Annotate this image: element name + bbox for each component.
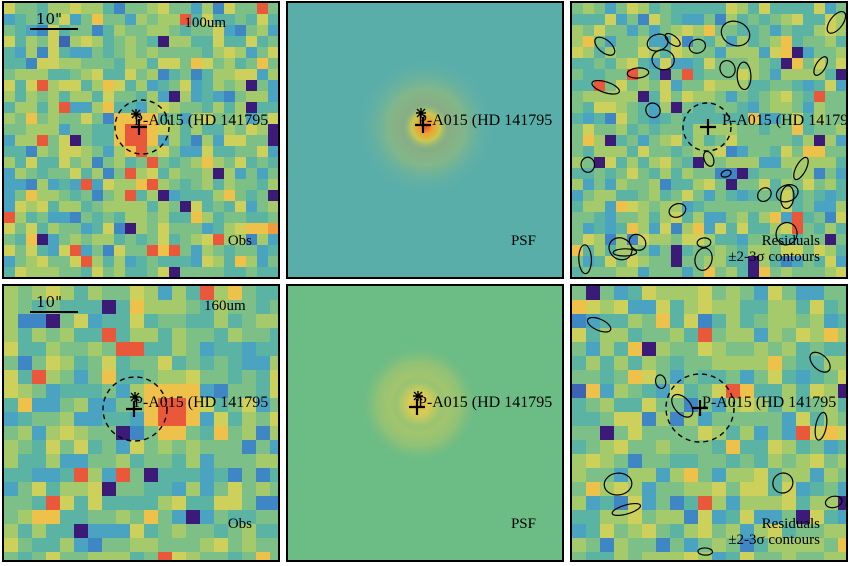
psf-160um-panel: P-A015 (HD 141795 PSF <box>286 284 564 562</box>
contours-label: ±2-3σ contours <box>728 249 820 265</box>
source-label: P-A015 (HD 141795 <box>702 394 837 411</box>
residuals-label: Residuals <box>761 233 820 249</box>
obs-label: Obs <box>227 233 252 249</box>
residuals-label: Residuals <box>761 516 820 532</box>
obs-100um-image <box>4 3 278 277</box>
psf-label: PSF <box>510 516 536 532</box>
source-label: P-A015 (HD 141795 <box>134 112 269 129</box>
residual-100um-panel: P-A015 (HD 141795 Residuals ±2-3σ contou… <box>570 1 848 279</box>
obs-160um-image <box>4 286 278 560</box>
scale-bar: 10" <box>30 293 78 313</box>
scale-bar: 10" <box>30 10 78 30</box>
source-label: P-A015 (HD 141795 <box>134 394 269 411</box>
psf-160um-image <box>288 286 562 560</box>
band-label: 100um <box>184 15 226 31</box>
source-label: P-A015 (HD 141795 <box>418 394 553 411</box>
contours-label: ±2-3σ contours <box>728 532 820 548</box>
scale-bar-label: 10" <box>36 10 62 28</box>
scale-bar-label: 10" <box>36 293 62 311</box>
psf-100um-panel: P-A015 (HD 141795 PSF <box>286 1 564 279</box>
obs-100um-panel: 10" 100um P-A015 (HD 141795 Obs <box>2 1 280 279</box>
psf-label: PSF <box>510 233 536 249</box>
band-label: 160um <box>204 298 246 314</box>
obs-160um-panel: 10" 160um P-A015 (HD 141795 Obs <box>2 284 280 562</box>
source-label: P-A015 (HD 141795 <box>418 112 553 129</box>
residual-160um-panel: P-A015 (HD 141795 Residuals ±2-3σ contou… <box>570 284 848 562</box>
source-label: P-A015 (HD 141795 <box>722 112 848 129</box>
obs-label: Obs <box>227 516 252 532</box>
